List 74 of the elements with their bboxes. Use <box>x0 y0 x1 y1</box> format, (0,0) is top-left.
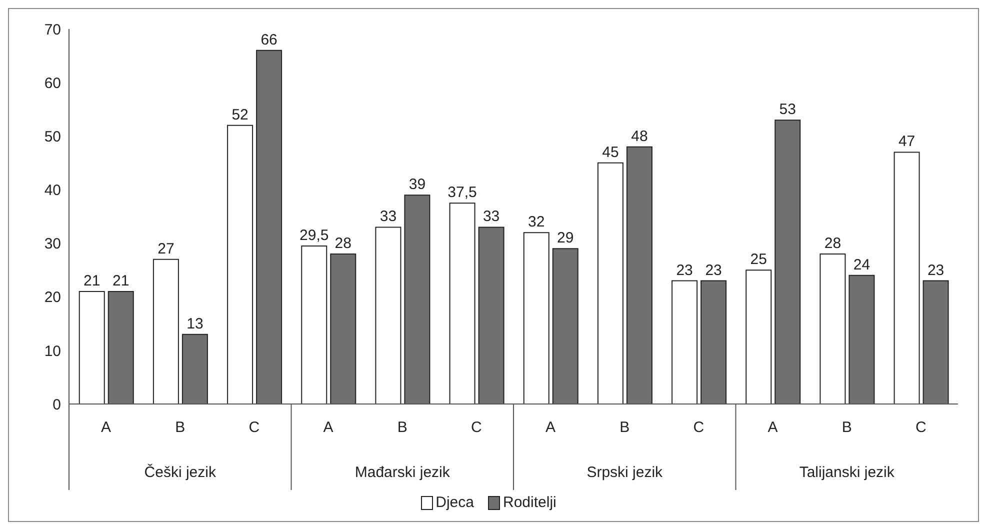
bar <box>672 280 698 404</box>
data-label: 13 <box>186 315 204 332</box>
x-tick-label: C <box>693 419 704 436</box>
legend-label: Djeca <box>434 494 474 511</box>
y-tick-label: 40 <box>44 182 61 200</box>
x-tick-label: B <box>397 419 408 436</box>
data-label: 21 <box>84 272 100 290</box>
x-tick-label: C <box>471 419 482 436</box>
bar <box>375 226 402 404</box>
x-tick-label: C <box>916 419 927 436</box>
data-label: 33 <box>482 208 500 226</box>
data-label: 52 <box>232 106 248 124</box>
data-label: 45 <box>602 144 619 161</box>
data-label: 21 <box>112 272 130 290</box>
data-label: 29 <box>557 230 574 247</box>
bar <box>330 254 356 404</box>
bar <box>746 270 772 404</box>
x-tick-label: B <box>175 419 186 436</box>
bar <box>227 124 254 404</box>
y-tick-label: 50 <box>44 128 61 146</box>
text: Srpski jezik <box>586 464 664 481</box>
data-label: 28 <box>824 235 842 252</box>
y-tick-label: 70 <box>44 21 61 38</box>
bar <box>78 291 105 404</box>
text: Mađarski jezik <box>354 464 450 481</box>
data-label: 28 <box>334 235 352 252</box>
data-label: 32 <box>528 214 545 231</box>
bar <box>182 334 208 404</box>
x-tick-label: A <box>323 419 334 436</box>
x-tick-label: A <box>101 419 112 436</box>
text: Talijanski jezik <box>799 464 895 481</box>
bar <box>597 162 624 404</box>
bar <box>820 254 846 404</box>
data-label: 23 <box>927 262 944 279</box>
x-tick-label: A <box>768 419 778 436</box>
x-tick-label: B <box>620 419 630 436</box>
data-label: 47 <box>898 133 916 150</box>
bar <box>626 146 652 404</box>
data-label: 37,5 <box>448 184 477 202</box>
bar <box>256 50 282 404</box>
bar <box>552 248 578 404</box>
bar <box>478 226 504 404</box>
y-tick-label: 0 <box>52 396 61 414</box>
data-label: 39 <box>408 176 426 194</box>
data-label: 24 <box>853 256 870 274</box>
bar <box>404 194 430 404</box>
data-label: 25 <box>750 251 767 268</box>
x-tick-label: C <box>248 419 260 436</box>
bar <box>848 274 875 404</box>
y-tick-label: 60 <box>44 74 61 92</box>
data-label: 66 <box>260 31 278 48</box>
bar <box>301 245 328 404</box>
data-label: 33 <box>380 208 397 226</box>
data-label: 48 <box>631 128 648 145</box>
bar <box>894 152 920 404</box>
bar <box>152 258 179 404</box>
data-label: 29,5 <box>300 226 329 244</box>
y-tick-label: 20 <box>44 289 61 306</box>
data-label: 23 <box>705 262 722 279</box>
legend-label: Roditelji <box>502 494 556 511</box>
bar <box>108 291 134 404</box>
x-tick-label: B <box>842 419 852 436</box>
y-tick-label: 30 <box>44 236 61 253</box>
data-label: 23 <box>676 262 693 279</box>
y-tick-label: 10 <box>44 342 61 360</box>
bar <box>774 120 801 404</box>
bar <box>523 232 550 404</box>
x-tick-label: A <box>546 419 556 436</box>
data-label: 53 <box>779 101 796 118</box>
text: Češki jezik <box>144 463 216 481</box>
bar <box>700 280 727 404</box>
bar <box>922 280 949 404</box>
bar <box>449 202 476 404</box>
data-label: 27 <box>158 240 174 258</box>
